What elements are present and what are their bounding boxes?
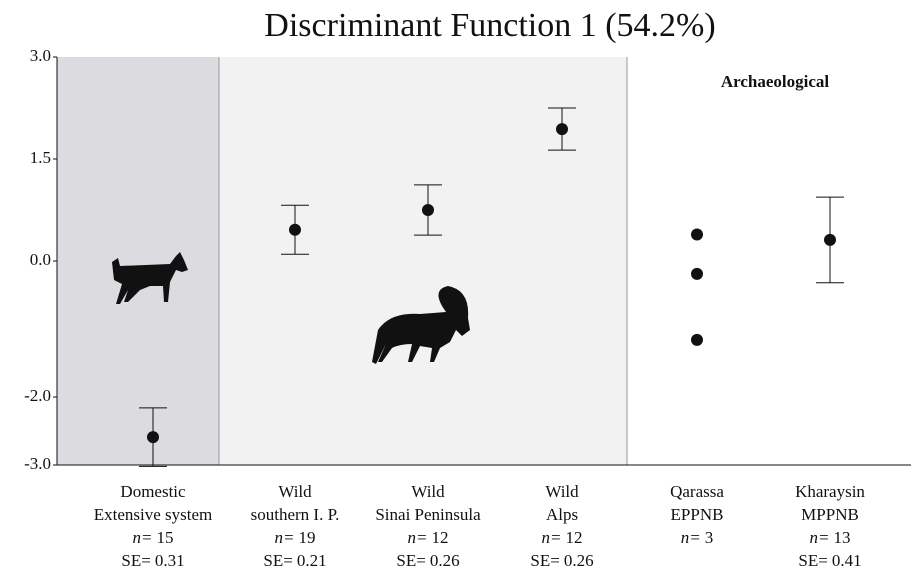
x-tick-label: Wild: [278, 482, 312, 501]
se-label: SE= 0.31: [121, 551, 184, 570]
chart: Discriminant Function 1 (54.2%) Archaeol…: [0, 0, 911, 577]
x-tick-label: Extensive system: [94, 505, 213, 524]
se-prefix: SE=: [263, 551, 292, 570]
n-label: n=13: [810, 528, 851, 547]
n-prefix: n=: [133, 528, 153, 547]
x-tick-label: EPPNB: [671, 505, 724, 524]
n-label: n=12: [542, 528, 583, 547]
data-point: [691, 334, 703, 346]
se-label: SE= 0.21: [263, 551, 326, 570]
se-value: 0.26: [564, 551, 594, 570]
x-tick-label: Sinai Peninsula: [375, 505, 481, 524]
se-label: SE= 0.26: [396, 551, 459, 570]
annotation: Archaeological: [721, 72, 830, 91]
x-tick-label: Qarassa: [670, 482, 724, 501]
se-value: 0.26: [430, 551, 460, 570]
se-prefix: SE=: [798, 551, 827, 570]
x-tick-label: Wild: [411, 482, 445, 501]
domestic-region: [57, 57, 219, 465]
data-point: [691, 228, 703, 240]
y-tick-label: -3.0: [24, 454, 51, 473]
n-label: n=3: [681, 528, 713, 547]
se-label: SE= 0.41: [798, 551, 861, 570]
y-tick-label: 1.5: [30, 148, 51, 167]
x-tick-label: Kharaysin: [795, 482, 865, 501]
se-value: 0.21: [297, 551, 327, 570]
wild-region: [219, 57, 627, 465]
x-tick-label: southern I. P.: [251, 505, 340, 524]
se-prefix: SE=: [396, 551, 425, 570]
chart-title: Discriminant Function 1 (54.2%): [264, 7, 715, 44]
se-value: 0.41: [832, 551, 862, 570]
n-value: 19: [298, 528, 315, 547]
n-value: 3: [705, 528, 714, 547]
data-point: [422, 204, 434, 216]
n-prefix: n=: [408, 528, 428, 547]
n-prefix: n=: [542, 528, 562, 547]
se-prefix: SE=: [530, 551, 559, 570]
y-tick-label: 0.0: [30, 250, 51, 269]
n-value: 13: [833, 528, 850, 547]
se-prefix: SE=: [121, 551, 150, 570]
n-prefix: n=: [681, 528, 701, 547]
y-tick-label: 3.0: [30, 46, 51, 65]
n-label: n=15: [133, 528, 174, 547]
x-tick-label: Domestic: [120, 482, 186, 501]
x-tick-label: Wild: [545, 482, 579, 501]
se-label: SE= 0.26: [530, 551, 593, 570]
data-point: [556, 123, 568, 135]
n-prefix: n=: [275, 528, 295, 547]
y-tick-label: -2.0: [24, 386, 51, 405]
data-point: [147, 431, 159, 443]
n-value: 15: [156, 528, 173, 547]
n-label: n=19: [275, 528, 316, 547]
se-value: 0.31: [155, 551, 185, 570]
n-value: 12: [431, 528, 448, 547]
n-value: 12: [565, 528, 582, 547]
x-tick-label: MPPNB: [801, 505, 859, 524]
data-point: [289, 224, 301, 236]
data-point: [691, 268, 703, 280]
n-label: n=12: [408, 528, 449, 547]
x-tick-label: Alps: [546, 505, 578, 524]
n-prefix: n=: [810, 528, 830, 547]
data-point: [824, 234, 836, 246]
